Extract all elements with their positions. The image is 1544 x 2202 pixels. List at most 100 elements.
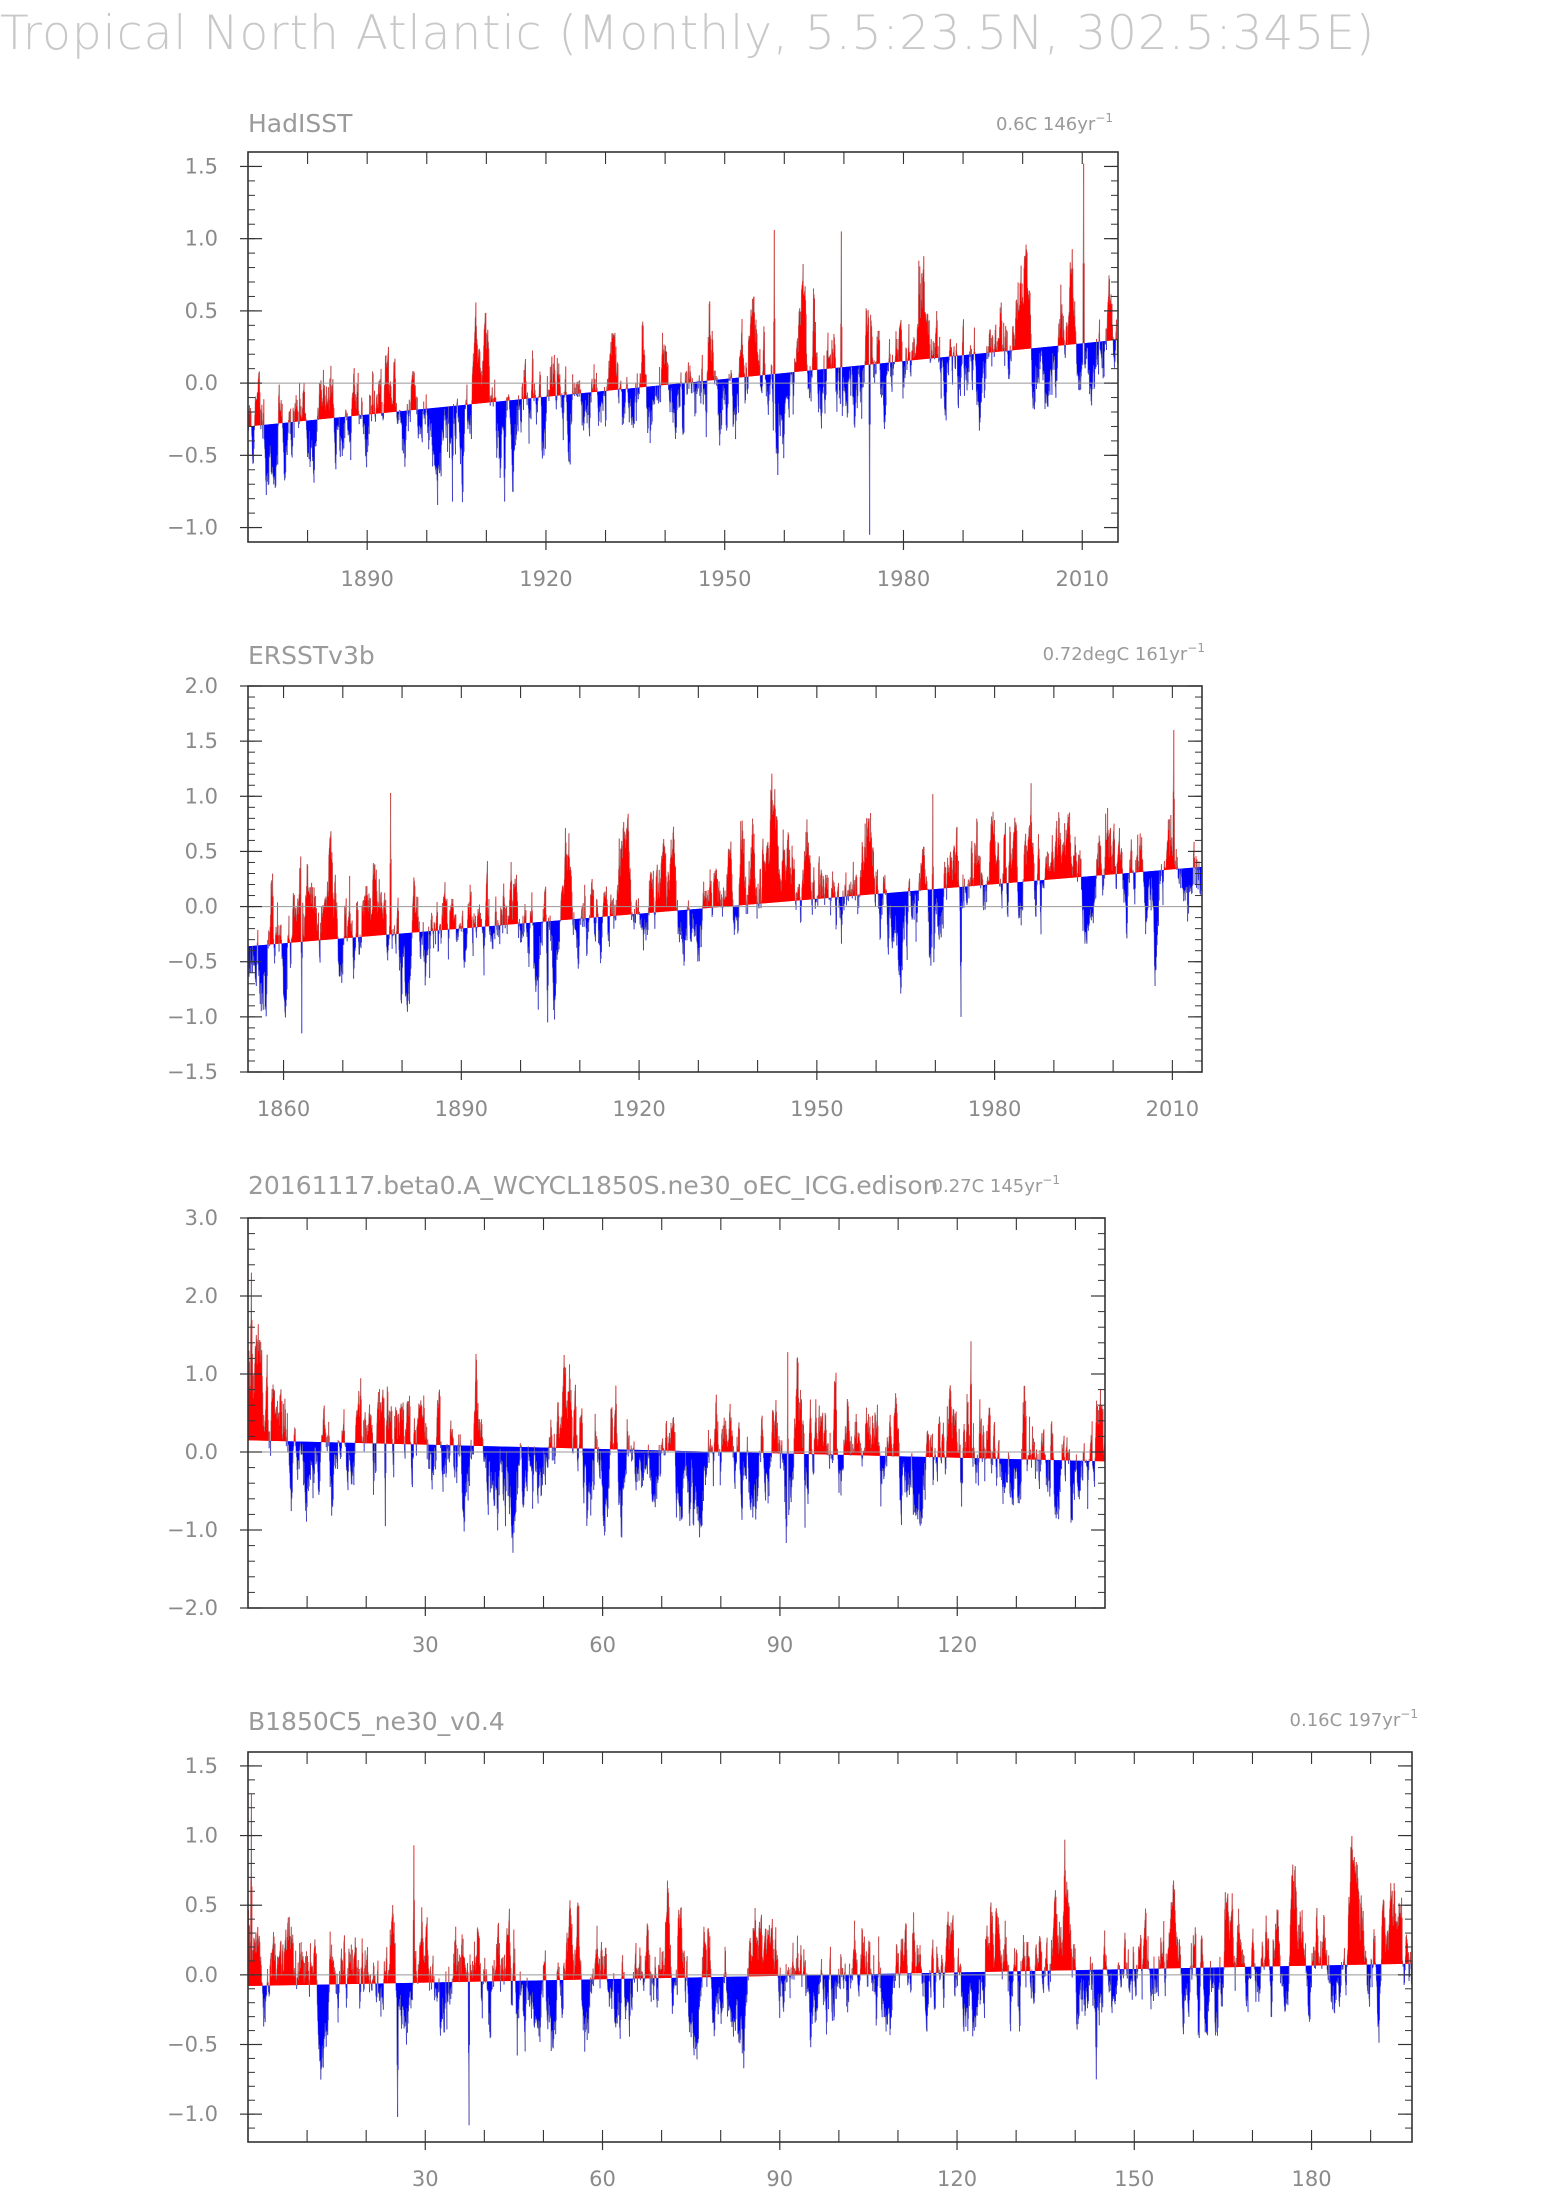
positive-bar	[798, 325, 800, 372]
negative-bar	[464, 1445, 466, 1494]
positive-bar	[722, 1425, 724, 1452]
positive-bar	[738, 1422, 740, 1453]
negative-bar	[645, 913, 647, 930]
negative-bar	[1037, 347, 1039, 379]
positive-bar	[1067, 822, 1069, 879]
positive-bar	[1080, 859, 1081, 877]
negative-bar	[632, 388, 634, 417]
negative-bar	[1102, 341, 1104, 343]
negative-bar	[562, 395, 564, 419]
negative-bar	[682, 910, 683, 943]
negative-bar	[528, 398, 529, 409]
positive-bar	[551, 386, 553, 397]
negative-bar	[309, 420, 310, 432]
positive-bar	[390, 1421, 392, 1444]
positive-bar	[674, 865, 676, 911]
positive-bar	[744, 880, 746, 905]
negative-bar	[983, 353, 985, 369]
negative-bar	[497, 401, 499, 424]
negative-bar	[566, 394, 568, 403]
positive-bar	[844, 884, 846, 897]
negative-bar	[264, 944, 266, 1010]
negative-bar	[984, 884, 986, 902]
negative-bar	[649, 1450, 651, 1478]
positive-bar	[784, 864, 786, 902]
y-tick-label: −1.5	[167, 1060, 218, 1084]
negative-bar	[282, 943, 284, 967]
positive-bar	[779, 878, 781, 902]
negative-bar	[467, 1445, 469, 1475]
negative-bar	[643, 913, 645, 935]
positive-bar	[992, 351, 994, 353]
negative-bar	[695, 909, 697, 927]
positive-bar	[331, 385, 333, 419]
negative-bar	[958, 355, 960, 377]
positive-bar	[446, 901, 447, 930]
negative-bar	[398, 933, 400, 950]
negative-bar	[575, 919, 577, 930]
negative-bar	[734, 377, 736, 415]
negative-bar	[403, 410, 405, 439]
negative-bar	[930, 889, 932, 935]
positive-bar	[344, 914, 346, 939]
positive-bar	[742, 344, 743, 378]
negative-bar	[454, 405, 455, 419]
negative-bar	[542, 397, 544, 449]
positive-bar	[815, 352, 817, 370]
negative-bar	[622, 1449, 624, 1488]
negative-bar	[674, 383, 676, 428]
negative-bar	[839, 897, 841, 918]
positive-bar	[368, 905, 370, 937]
positive-bar	[672, 848, 674, 911]
positive-bar	[279, 1395, 281, 1442]
positive-bar	[870, 813, 872, 895]
negative-bar	[270, 424, 272, 454]
positive-bar	[916, 328, 918, 360]
positive-bar	[308, 890, 310, 942]
negative-bar	[734, 1452, 736, 1489]
negative-bar	[442, 407, 444, 433]
negative-bar	[274, 423, 276, 488]
negative-bar	[313, 1441, 315, 1483]
negative-bar	[375, 1443, 376, 1473]
negative-bar	[1007, 883, 1009, 917]
positive-bar	[990, 347, 992, 353]
negative-bar	[258, 945, 260, 976]
negative-bar	[733, 905, 735, 924]
negative-bar	[1048, 346, 1050, 392]
negative-bar	[1043, 347, 1044, 375]
positive-bar	[750, 324, 751, 377]
positive-bar	[475, 302, 477, 404]
negative-bar	[289, 1441, 291, 1488]
positive-bar	[804, 856, 806, 900]
negative-bar	[530, 398, 531, 411]
positive-bar	[431, 912, 433, 931]
positive-bar	[477, 916, 479, 928]
negative-bar	[947, 356, 949, 364]
negative-bar	[407, 933, 408, 1012]
negative-bar	[406, 933, 407, 993]
positive-bar	[1059, 844, 1061, 879]
negative-bar	[585, 392, 587, 400]
negative-bar	[466, 404, 468, 422]
positive-bar	[332, 899, 334, 940]
positive-bar	[470, 894, 472, 928]
negative-bar	[735, 1452, 736, 1471]
positive-bar	[1075, 852, 1077, 878]
negative-bar	[887, 893, 889, 948]
negative-bar	[608, 916, 610, 933]
positive-bar	[344, 905, 346, 939]
positive-bar	[1110, 845, 1112, 875]
positive-bar	[954, 873, 956, 888]
positive-bar	[564, 379, 566, 395]
positive-bar	[612, 333, 614, 391]
positive-bar	[919, 266, 921, 360]
negative-bar	[788, 372, 790, 409]
positive-bar	[947, 865, 949, 889]
negative-bar	[310, 420, 312, 449]
positive-bar	[804, 286, 806, 371]
negative-bar	[275, 423, 277, 487]
positive-bar	[357, 901, 359, 938]
negative-bar	[504, 1446, 506, 1506]
positive-bar	[381, 1396, 383, 1444]
